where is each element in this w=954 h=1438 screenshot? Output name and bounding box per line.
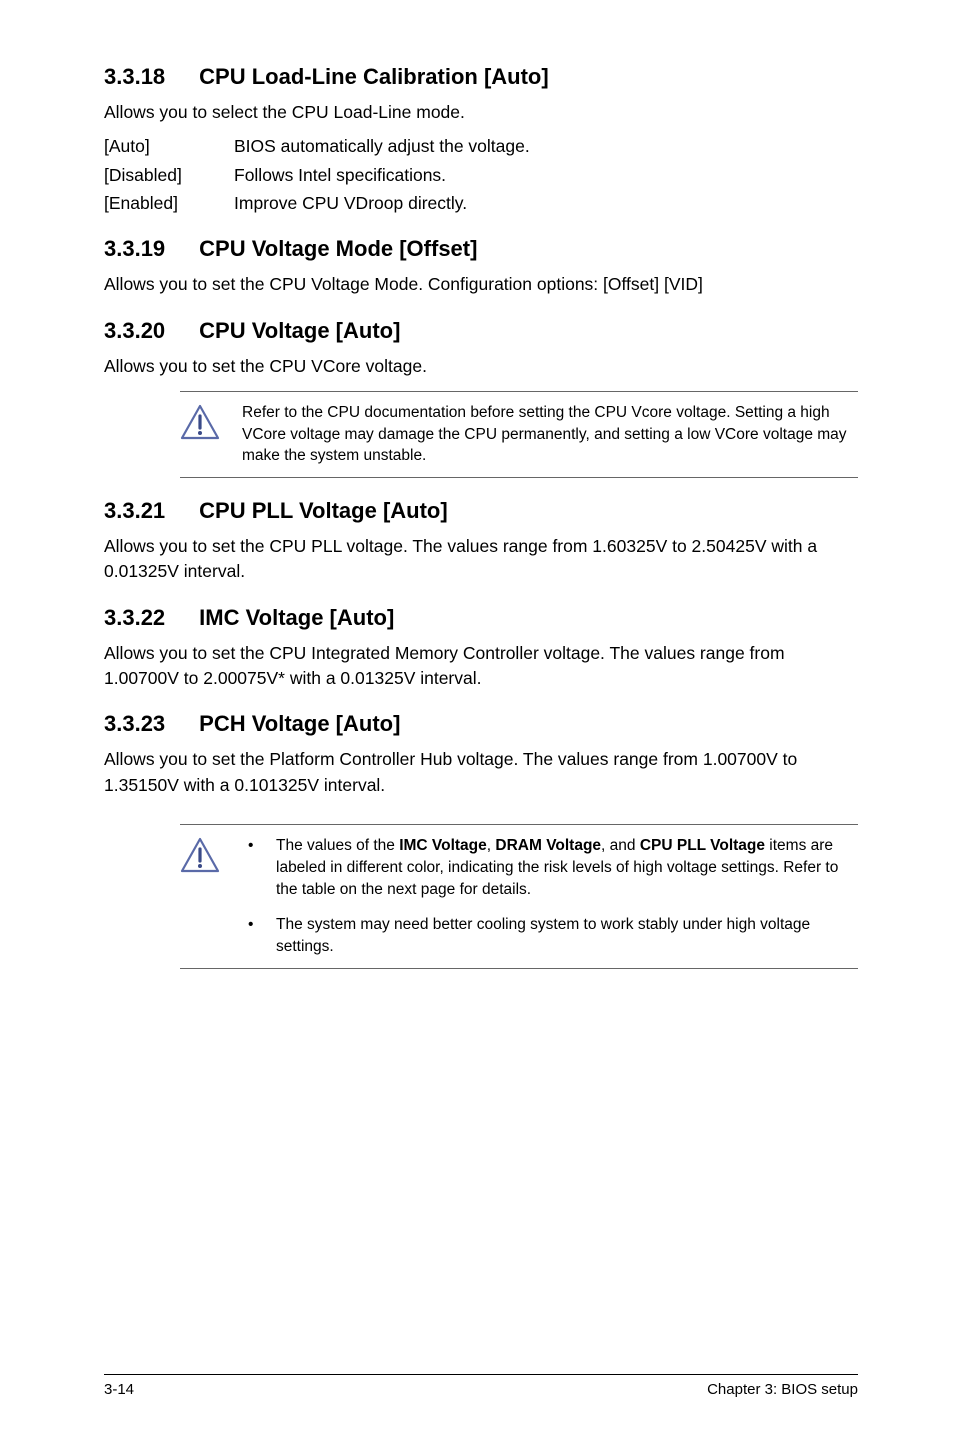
heading-title: CPU PLL Voltage [Auto] bbox=[199, 498, 448, 523]
heading-title: CPU Load-Line Calibration [Auto] bbox=[199, 64, 549, 89]
callout-list-item: • The values of the IMC Voltage, DRAM Vo… bbox=[242, 835, 858, 900]
bold-text: CPU PLL Voltage bbox=[640, 837, 765, 854]
heading-title: PCH Voltage [Auto] bbox=[199, 711, 400, 736]
option-key: [Disabled] bbox=[104, 162, 234, 188]
option-val: Follows Intel specifications. bbox=[234, 162, 858, 188]
option-key: [Enabled] bbox=[104, 190, 234, 216]
body-3-3-22: Allows you to set the CPU Integrated Mem… bbox=[104, 641, 858, 692]
heading-num: 3.3.22 bbox=[104, 605, 165, 631]
callout-list-item: • The system may need better cooling sys… bbox=[242, 914, 858, 957]
heading-num: 3.3.21 bbox=[104, 498, 165, 524]
page-footer: 3-14 Chapter 3: BIOS setup bbox=[104, 1375, 858, 1398]
option-key: [Auto] bbox=[104, 133, 234, 159]
body-3-3-21: Allows you to set the CPU PLL voltage. T… bbox=[104, 534, 858, 585]
option-enabled: [Enabled] Improve CPU VDroop directly. bbox=[104, 190, 858, 216]
callout-voltage-list: • The values of the IMC Voltage, DRAM Vo… bbox=[180, 824, 858, 968]
body-3-3-19: Allows you to set the CPU Voltage Mode. … bbox=[104, 272, 858, 297]
option-auto: [Auto] BIOS automatically adjust the vol… bbox=[104, 133, 858, 159]
bold-text: IMC Voltage bbox=[399, 837, 487, 854]
warning-icon bbox=[180, 835, 242, 873]
heading-title: IMC Voltage [Auto] bbox=[199, 605, 394, 630]
bullet-icon: • bbox=[242, 835, 276, 900]
intro-3-3-18: Allows you to select the CPU Load-Line m… bbox=[104, 100, 858, 125]
heading-3-3-22: 3.3.22 IMC Voltage [Auto] bbox=[104, 605, 858, 631]
heading-title: CPU Voltage [Auto] bbox=[199, 318, 400, 343]
callout-li-text: The system may need better cooling syste… bbox=[276, 914, 858, 957]
option-val: Improve CPU VDroop directly. bbox=[234, 190, 858, 216]
heading-3-3-23: 3.3.23 PCH Voltage [Auto] bbox=[104, 711, 858, 737]
callout-vcore-warning: Refer to the CPU documentation before se… bbox=[180, 391, 858, 478]
option-val: BIOS automatically adjust the voltage. bbox=[234, 133, 858, 159]
heading-num: 3.3.19 bbox=[104, 236, 165, 262]
heading-3-3-18: 3.3.18 CPU Load-Line Calibration [Auto] bbox=[104, 64, 858, 90]
heading-num: 3.3.23 bbox=[104, 711, 165, 737]
warning-icon bbox=[180, 402, 242, 440]
body-3-3-20: Allows you to set the CPU VCore voltage. bbox=[104, 354, 858, 379]
heading-title: CPU Voltage Mode [Offset] bbox=[199, 236, 477, 261]
heading-3-3-21: 3.3.21 CPU PLL Voltage [Auto] bbox=[104, 498, 858, 524]
heading-3-3-20: 3.3.20 CPU Voltage [Auto] bbox=[104, 318, 858, 344]
text-fragment: The values of the bbox=[276, 837, 399, 854]
text-fragment: , and bbox=[601, 837, 640, 854]
callout-li-text: The values of the IMC Voltage, DRAM Volt… bbox=[276, 835, 858, 900]
body-3-3-23: Allows you to set the Platform Controlle… bbox=[104, 747, 858, 798]
heading-num: 3.3.18 bbox=[104, 64, 165, 90]
callout-text: Refer to the CPU documentation before se… bbox=[242, 402, 858, 467]
heading-3-3-19: 3.3.19 CPU Voltage Mode [Offset] bbox=[104, 236, 858, 262]
footer-chapter: Chapter 3: BIOS setup bbox=[707, 1381, 858, 1398]
bullet-icon: • bbox=[242, 914, 276, 957]
option-disabled: [Disabled] Follows Intel specifications. bbox=[104, 162, 858, 188]
footer-page-number: 3-14 bbox=[104, 1381, 134, 1398]
heading-num: 3.3.20 bbox=[104, 318, 165, 344]
bold-text: DRAM Voltage bbox=[495, 837, 601, 854]
